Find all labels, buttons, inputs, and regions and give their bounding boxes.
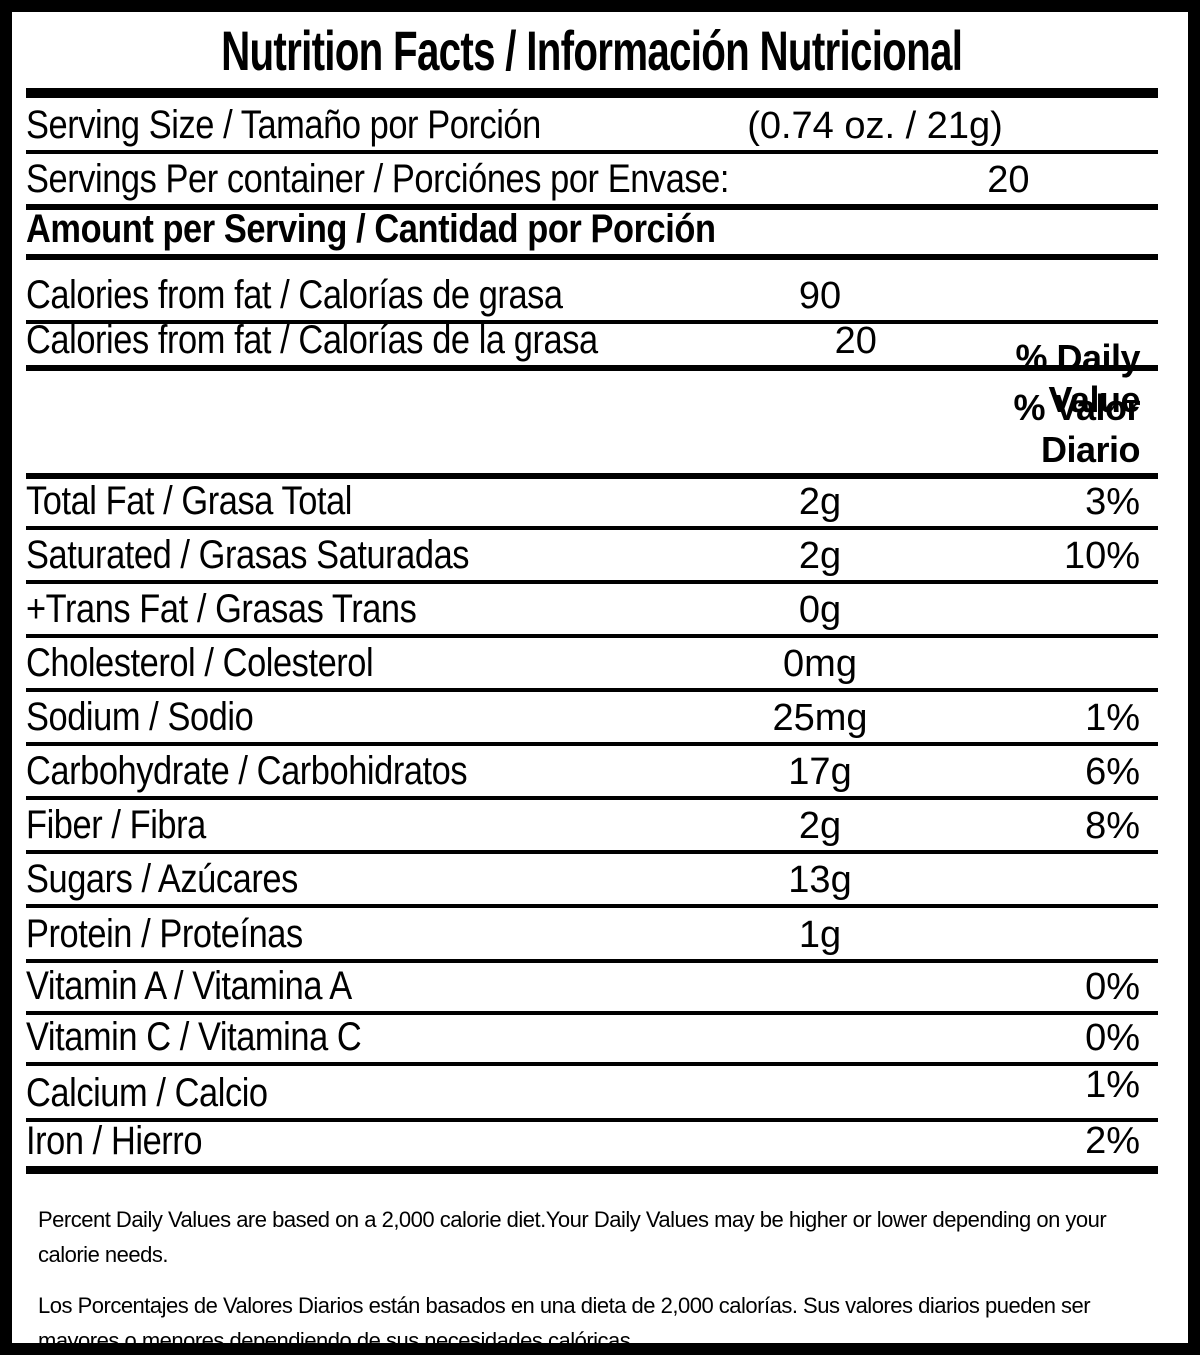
- row-total-fat: Total Fat / Grasa Total 2g 3%: [26, 479, 1158, 530]
- vitamin-c-dv: 0%: [1085, 1017, 1140, 1059]
- fiber-label: Fiber / Fibra: [26, 803, 206, 847]
- calories-from-fat-2-amount: 20: [834, 320, 877, 362]
- saturated-fat-amount: 2g: [798, 535, 842, 577]
- row-calcium: Calcium / Calcio 1%: [26, 1064, 1158, 1122]
- trans-fat-label: +Trans Fat / Grasas Trans: [26, 587, 417, 631]
- row-sugars: Sugars / Azúcares 13g: [26, 854, 1158, 908]
- calories-from-fat-1-amount: 90: [798, 275, 842, 317]
- footnote-english: Percent Daily Values are based on a 2,00…: [38, 1207, 1107, 1267]
- calories-from-fat-1-label: Calories from fat / Calorías de grasa: [26, 273, 563, 317]
- saturated-fat-dv: 10%: [1063, 535, 1140, 577]
- fiber-amount: 2g: [798, 805, 842, 847]
- row-serving-size: Serving Size / Tamaño por Porción (0.74 …: [26, 98, 1158, 154]
- daily-value-header-en: % Daily Value: [1015, 337, 1140, 420]
- trans-fat-amount: 0g: [798, 589, 842, 631]
- calories-from-fat-2-label: Calories from fat / Calorías de la grasa: [26, 318, 598, 362]
- row-saturated-fat: Saturated / Grasas Saturadas 2g 10%: [26, 530, 1158, 584]
- row-calories-from-fat-2: Calories from fat / Calorías de la grasa…: [26, 318, 1158, 371]
- row-amount-per-serving-header: Amount per Serving / Cantidad por Porció…: [26, 207, 1158, 260]
- footnote-spanish: Los Porcentajes de Valores Diarios están…: [38, 1293, 1091, 1353]
- calcium-label: Calcium / Calcio: [26, 1071, 268, 1115]
- carbohydrate-dv: 6%: [1085, 751, 1140, 793]
- footnotes: Percent Daily Values are based on a 2,00…: [26, 1174, 1158, 1353]
- calcium-dv: 1%: [1085, 1064, 1140, 1106]
- vitamin-a-dv: 0%: [1085, 966, 1140, 1008]
- iron-label: Iron / Hierro: [26, 1119, 203, 1163]
- row-fiber: Fiber / Fibra 2g 8%: [26, 800, 1158, 854]
- row-vitamin-a: Vitamin A / Vitamina A 0%: [26, 963, 1158, 1015]
- iron-dv: 2%: [1085, 1120, 1140, 1162]
- saturated-fat-label: Saturated / Grasas Saturadas: [26, 533, 470, 577]
- servings-per-container-amount: 20: [987, 159, 1030, 201]
- daily-value-header-es: % Valor Diario: [1013, 387, 1140, 470]
- carbohydrate-amount: 17g: [788, 751, 852, 793]
- sugars-amount: 13g: [788, 859, 852, 901]
- total-fat-label: Total Fat / Grasa Total: [26, 479, 352, 523]
- protein-amount: 1g: [798, 914, 842, 956]
- cholesterol-label: Cholesterol / Colesterol: [26, 641, 374, 685]
- row-servings-per-container: Servings Per container / Porciónes por E…: [26, 154, 1158, 210]
- carbohydrate-label: Carbohydrate / Carbohidratos: [26, 749, 468, 793]
- fiber-dv: 8%: [1085, 805, 1140, 847]
- total-fat-dv: 3%: [1085, 481, 1140, 523]
- page-title: Nutrition Facts / Información Nutriciona…: [221, 18, 963, 82]
- row-sodium: Sodium / Sodio 25mg 1%: [26, 692, 1158, 746]
- row-protein: Protein / Proteínas 1g: [26, 908, 1158, 963]
- amount-per-serving-header: Amount per Serving / Cantidad por Porció…: [26, 207, 716, 251]
- title-divider-bar: [26, 88, 1158, 98]
- row-vitamin-c: Vitamin C / Vitamina C 0%: [26, 1015, 1158, 1066]
- sodium-amount: 25mg: [772, 697, 868, 739]
- serving-size-amount: (0.74 oz. / 21g): [747, 105, 1003, 147]
- row-calories-from-fat-1: Calories from fat / Calorías de grasa 90: [26, 260, 1158, 324]
- total-fat-amount: 2g: [798, 481, 842, 523]
- serving-size-label: Serving Size / Tamaño por Porción: [26, 103, 541, 147]
- sodium-label: Sodium / Sodio: [26, 695, 254, 739]
- sodium-dv: 1%: [1085, 697, 1140, 739]
- row-iron: Iron / Hierro 2%: [26, 1119, 1158, 1174]
- row-carbohydrate: Carbohydrate / Carbohidratos 17g 6%: [26, 746, 1158, 800]
- vitamin-c-label: Vitamin C / Vitamina C: [26, 1015, 362, 1059]
- vitamin-a-label: Vitamin A / Vitamina A: [26, 964, 352, 1008]
- cholesterol-amount: 0mg: [783, 643, 857, 685]
- row-daily-value-header-es: % Valor Diario: [26, 387, 1158, 479]
- protein-label: Protein / Proteínas: [26, 912, 303, 956]
- row-trans-fat: +Trans Fat / Grasas Trans 0g: [26, 584, 1158, 638]
- sugars-label: Sugars / Azúcares: [26, 857, 298, 901]
- row-daily-value-header-en: % Daily Value: [26, 337, 1158, 423]
- row-cholesterol: Cholesterol / Colesterol 0mg: [26, 638, 1158, 692]
- title-row: Nutrition Facts / Información Nutriciona…: [26, 12, 1158, 88]
- servings-per-container-label: Servings Per container / Porciónes por E…: [26, 157, 729, 201]
